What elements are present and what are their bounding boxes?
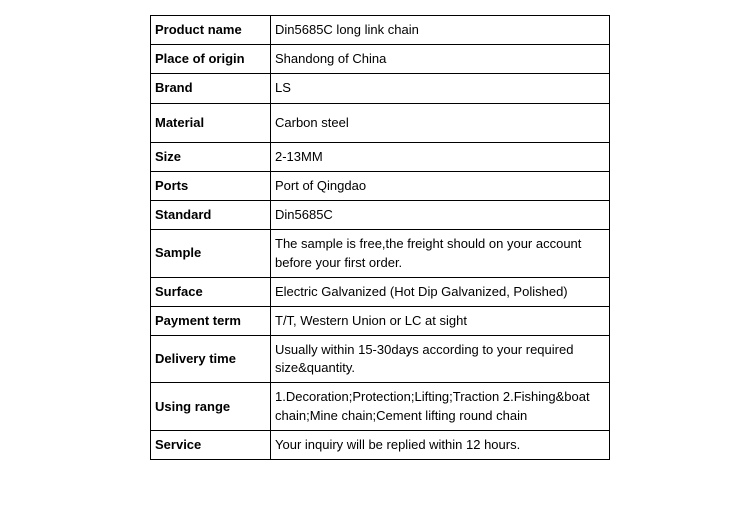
spec-label: Delivery time <box>151 336 271 383</box>
spec-label: Using range <box>151 383 271 430</box>
spec-label: Payment term <box>151 306 271 335</box>
table-row: Payment termT/T, Western Union or LC at … <box>151 306 610 335</box>
table-row: Size2-13MM <box>151 142 610 171</box>
spec-label: Ports <box>151 171 271 200</box>
spec-label: Surface <box>151 277 271 306</box>
spec-value: Port of Qingdao <box>271 171 610 200</box>
spec-value: Usually within 15-30days according to yo… <box>271 336 610 383</box>
spec-label: Place of origin <box>151 45 271 74</box>
spec-label: Standard <box>151 201 271 230</box>
spec-value: Din5685C <box>271 201 610 230</box>
spec-value: The sample is free,the freight should on… <box>271 230 610 277</box>
table-row: BrandLS <box>151 74 610 103</box>
spec-value: Din5685C long link chain <box>271 16 610 45</box>
table-row: PortsPort of Qingdao <box>151 171 610 200</box>
spec-label: Brand <box>151 74 271 103</box>
spec-value: Electric Galvanized (Hot Dip Galvanized,… <box>271 277 610 306</box>
spec-value: Carbon steel <box>271 103 610 142</box>
spec-value: 2-13MM <box>271 142 610 171</box>
table-row: Product nameDin5685C long link chain <box>151 16 610 45</box>
table-row: Delivery timeUsually within 15-30days ac… <box>151 336 610 383</box>
spec-label: Service <box>151 430 271 459</box>
table-row: StandardDin5685C <box>151 201 610 230</box>
product-spec-table: Product nameDin5685C long link chainPlac… <box>150 15 610 460</box>
spec-value: Your inquiry will be replied within 12 h… <box>271 430 610 459</box>
spec-value: 1.Decoration;Protection;Lifting;Traction… <box>271 383 610 430</box>
table-row: Using range1.Decoration;Protection;Lifti… <box>151 383 610 430</box>
spec-label: Product name <box>151 16 271 45</box>
table-row: Place of originShandong of China <box>151 45 610 74</box>
table-row: MaterialCarbon steel <box>151 103 610 142</box>
spec-value: T/T, Western Union or LC at sight <box>271 306 610 335</box>
spec-value: Shandong of China <box>271 45 610 74</box>
spec-label: Material <box>151 103 271 142</box>
spec-label: Size <box>151 142 271 171</box>
table-row: ServiceYour inquiry will be replied with… <box>151 430 610 459</box>
spec-value: LS <box>271 74 610 103</box>
table-row: SurfaceElectric Galvanized (Hot Dip Galv… <box>151 277 610 306</box>
spec-table-body: Product nameDin5685C long link chainPlac… <box>151 16 610 460</box>
table-row: SampleThe sample is free,the freight sho… <box>151 230 610 277</box>
spec-label: Sample <box>151 230 271 277</box>
